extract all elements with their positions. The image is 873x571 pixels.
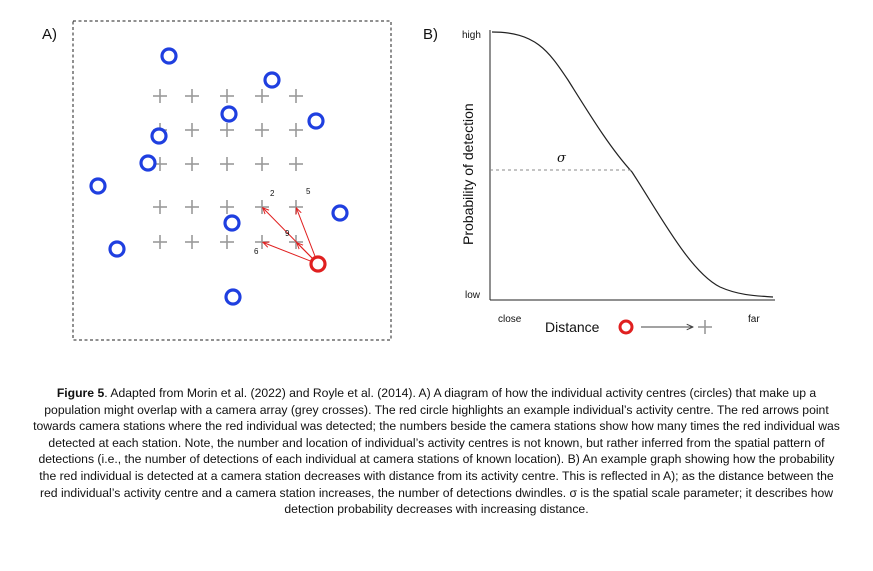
camera-station-cross	[153, 89, 167, 103]
activity-centre-circle	[160, 47, 178, 65]
activity-centre-circle	[307, 112, 325, 130]
activity-centre-circle	[224, 288, 242, 306]
camera-station-cross	[289, 200, 303, 214]
camera-station-cross	[153, 235, 167, 249]
camera-station-cross	[255, 89, 269, 103]
x-axis-title: Distance	[545, 319, 600, 335]
detection-arrow	[296, 208, 316, 257]
legend-red-circle	[618, 319, 634, 335]
activity-centre-circle	[89, 177, 107, 195]
activity-centres	[89, 47, 349, 306]
x-far-label: far	[748, 314, 760, 325]
camera-station-cross	[289, 89, 303, 103]
y-low-label: low	[465, 290, 481, 301]
figure-caption: Figure 5. Adapted from Morin et al. (202…	[30, 385, 843, 518]
panel-b: B) high low Probability of detection σ c…	[423, 26, 775, 335]
detection-arrow	[263, 242, 311, 262]
activity-centre-circle	[263, 71, 281, 89]
camera-station-cross	[185, 123, 199, 137]
camera-station-cross	[289, 123, 303, 137]
camera-station-cross	[220, 123, 234, 137]
activity-centre-circle	[139, 154, 157, 172]
camera-station-cross	[255, 123, 269, 137]
detection-count: 6	[254, 247, 259, 256]
camera-station-cross	[289, 157, 303, 171]
detection-count: 9	[285, 229, 290, 238]
camera-station-cross	[185, 200, 199, 214]
detection-arrows	[263, 208, 316, 262]
camera-station-cross	[185, 157, 199, 171]
detection-count: 2	[270, 189, 275, 198]
camera-station-cross	[255, 157, 269, 171]
y-high-label: high	[462, 30, 481, 41]
detection-arrow	[297, 243, 313, 259]
legend-grey-cross	[698, 320, 712, 334]
activity-centre-circle	[223, 214, 241, 232]
x-close-label: close	[498, 314, 522, 325]
panel-a: A) 2 5 9 6	[42, 20, 392, 341]
activity-centre-circle	[108, 240, 126, 258]
panel-b-label: B)	[423, 26, 438, 43]
camera-station-cross	[220, 89, 234, 103]
detection-count: 5	[306, 187, 311, 196]
activity-centre-circle	[150, 127, 168, 145]
activity-centre-circle	[331, 204, 349, 222]
y-axis-title: Probability of detection	[460, 103, 476, 245]
panel-a-label: A)	[42, 26, 57, 43]
camera-station-cross	[220, 157, 234, 171]
caption-text: . Adapted from Morin et al. (2022) and R…	[33, 386, 840, 517]
detection-curve	[491, 31, 774, 298]
activity-centre-circle	[220, 105, 238, 123]
camera-station-cross	[153, 200, 167, 214]
camera-station-cross	[185, 235, 199, 249]
camera-station-cross	[220, 200, 234, 214]
camera-station-cross	[185, 89, 199, 103]
red-activity-centre	[309, 255, 327, 273]
camera-station-cross	[220, 235, 234, 249]
sigma-label: σ	[557, 151, 567, 166]
caption-figure-number: Figure 5	[56, 386, 105, 400]
detection-counts: 2 5 9 6	[254, 187, 311, 256]
